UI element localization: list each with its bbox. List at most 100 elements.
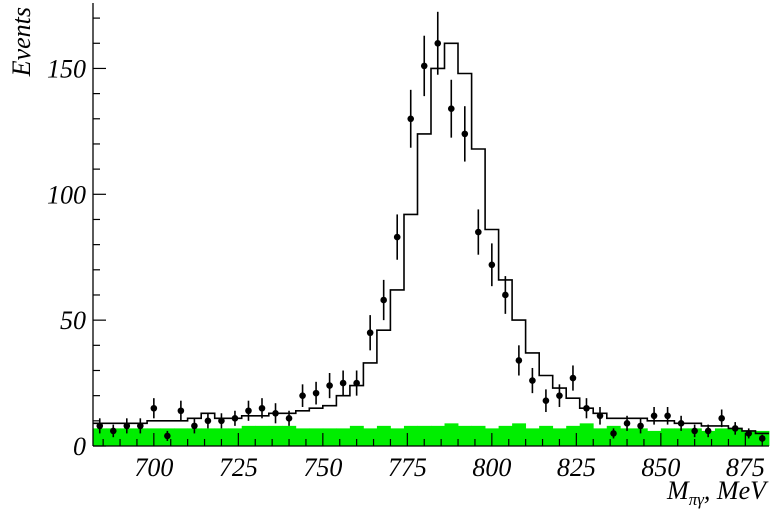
data-point xyxy=(447,105,455,113)
data-point xyxy=(380,296,387,304)
data-point xyxy=(123,422,131,430)
background-bar xyxy=(255,425,270,446)
axes xyxy=(92,3,769,447)
x-tick-labels: 700 725 750 775 800 825 850 875 xyxy=(134,453,765,482)
data-point xyxy=(420,62,428,70)
data-point xyxy=(258,404,266,412)
background-bar xyxy=(620,428,635,446)
y-tick-label: 150 xyxy=(47,54,86,83)
data-point xyxy=(718,415,725,422)
data-point xyxy=(650,412,658,420)
mc-step-line xyxy=(93,42,769,435)
data-point xyxy=(393,233,401,241)
data-point xyxy=(96,422,104,430)
data-point xyxy=(407,115,415,123)
data-point xyxy=(191,422,198,430)
data-point xyxy=(231,415,239,422)
data-point xyxy=(596,412,604,420)
background-bar xyxy=(309,428,324,446)
background-bar xyxy=(431,425,445,446)
background-bar xyxy=(417,425,432,446)
data-point xyxy=(745,430,753,437)
background-bar xyxy=(201,428,216,446)
background-bar xyxy=(336,428,351,446)
data-point xyxy=(366,329,374,337)
data-point xyxy=(461,130,469,138)
data-point xyxy=(515,357,523,364)
background-bar xyxy=(322,428,337,446)
data-point xyxy=(569,374,577,382)
background-bar xyxy=(714,428,729,446)
x-tick-label: 825 xyxy=(557,453,596,482)
background-bar xyxy=(282,425,297,446)
data-point xyxy=(177,407,185,415)
x-axis-title-suffix: , MeV xyxy=(704,476,769,505)
data-point xyxy=(150,404,158,412)
data-point xyxy=(326,382,333,389)
data-point xyxy=(704,427,712,435)
data-point xyxy=(137,422,144,430)
y-axis-title: Events xyxy=(7,7,36,77)
x-tick-label: 850 xyxy=(641,453,680,482)
background-bar xyxy=(376,425,391,446)
data-point xyxy=(353,379,360,387)
x-tick-label: 875 xyxy=(726,453,765,482)
data-point xyxy=(529,377,536,384)
background-bar xyxy=(363,428,378,446)
background-bar xyxy=(458,425,472,446)
y-tick-labels: 0 50 100 150 xyxy=(47,54,86,461)
data-point xyxy=(312,389,320,397)
y-tick-label: 0 xyxy=(73,432,86,461)
background-bar xyxy=(403,425,418,446)
background-bar xyxy=(241,425,256,446)
data-point xyxy=(677,420,685,427)
background-bar xyxy=(295,428,310,446)
data-point xyxy=(299,392,306,399)
mc-step-histogram xyxy=(93,42,769,435)
data-point xyxy=(245,407,252,415)
data-point xyxy=(434,39,442,47)
data-point xyxy=(204,417,212,425)
x-axis-title-subscript: πγ xyxy=(689,490,706,509)
background-bar xyxy=(228,428,243,446)
background-bar xyxy=(120,428,134,446)
data-point xyxy=(502,291,509,299)
data-point xyxy=(542,397,550,404)
background-bar xyxy=(444,423,459,446)
background-bar xyxy=(593,428,608,446)
x-tick-label: 775 xyxy=(388,453,427,482)
background-bar xyxy=(539,425,554,446)
background-bar xyxy=(660,428,675,446)
data-point xyxy=(272,409,279,417)
background-bar xyxy=(512,423,527,446)
background-bar xyxy=(728,428,743,446)
x-tick-label: 800 xyxy=(472,453,511,482)
data-point xyxy=(731,425,739,432)
y-tick-label: 50 xyxy=(60,306,86,335)
background-bar xyxy=(471,425,486,446)
x-axis-title-main: M xyxy=(666,476,690,505)
background-bar xyxy=(268,425,283,446)
background-bar xyxy=(579,423,594,446)
data-point xyxy=(556,392,563,399)
data-point xyxy=(664,412,671,420)
data-point xyxy=(475,228,482,236)
background-bar xyxy=(187,428,202,446)
data-point xyxy=(285,415,293,422)
data-point xyxy=(164,432,171,440)
background-bar xyxy=(552,428,567,446)
data-point xyxy=(623,420,631,427)
background-bar xyxy=(349,425,364,446)
data-point xyxy=(218,417,225,425)
background-bar xyxy=(498,425,513,446)
background-bar xyxy=(674,428,689,446)
data-point xyxy=(691,427,698,435)
x-tick-label: 750 xyxy=(303,453,342,482)
data-points xyxy=(96,11,766,443)
x-tick-label: 725 xyxy=(219,453,258,482)
data-point xyxy=(583,404,590,412)
data-point xyxy=(488,261,496,269)
data-point xyxy=(758,435,766,442)
data-point xyxy=(637,422,644,430)
